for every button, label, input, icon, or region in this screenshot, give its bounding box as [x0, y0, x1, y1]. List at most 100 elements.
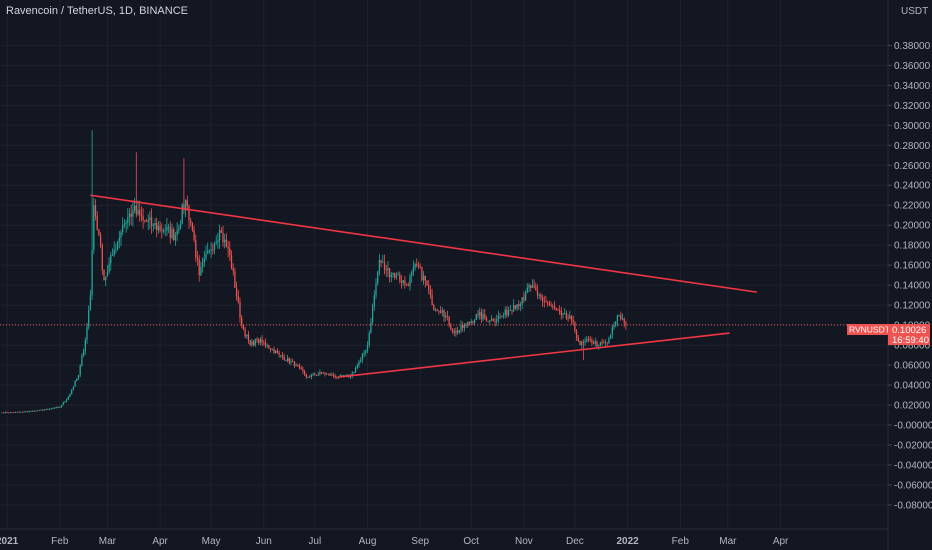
candle — [203, 250, 205, 268]
candle — [368, 330, 370, 348]
candle-body — [77, 375, 80, 379]
time-tick-label: Aug — [359, 536, 377, 547]
candle-body — [504, 309, 506, 316]
candle — [275, 349, 277, 354]
candle-body — [264, 342, 267, 346]
trendline-upper[interactable] — [90, 194, 757, 293]
candle — [144, 219, 146, 224]
price-tag: RVNUSDT 0.10026 16:59:40 — [847, 324, 930, 346]
candle — [492, 318, 494, 322]
candle-body — [395, 275, 398, 278]
candle — [249, 339, 251, 347]
candle-body — [201, 262, 204, 267]
candle-body — [82, 351, 85, 356]
candle-body — [337, 377, 340, 378]
candle-body — [462, 325, 464, 328]
candle — [40, 409, 42, 411]
candle-body — [227, 246, 229, 249]
candle — [297, 364, 299, 367]
candle-body — [76, 378, 78, 382]
candle-body — [455, 330, 457, 334]
candle-body — [234, 271, 236, 288]
candle-body — [565, 313, 568, 319]
candle — [57, 406, 59, 409]
candle — [271, 348, 273, 351]
candle-body — [516, 304, 518, 309]
candle — [237, 289, 239, 304]
price-tick-label: 0.06000 — [894, 361, 931, 372]
candle — [356, 363, 358, 370]
candle — [623, 317, 625, 328]
candle-body — [518, 304, 520, 307]
candle-body — [569, 315, 571, 319]
candle — [351, 371, 353, 379]
candle — [198, 255, 200, 282]
candle — [174, 232, 177, 246]
candle-body — [42, 409, 44, 411]
trendline-lower[interactable] — [338, 332, 730, 378]
candle — [485, 315, 488, 322]
candle-body — [523, 297, 525, 301]
candle-body — [533, 285, 535, 287]
candle — [526, 283, 528, 294]
candle-body — [450, 325, 452, 330]
candle — [365, 349, 367, 357]
candle — [383, 254, 386, 275]
candle — [419, 263, 421, 269]
candle — [230, 250, 233, 270]
candle-body — [414, 263, 416, 268]
candle-body — [314, 373, 316, 376]
candle-body — [45, 409, 47, 411]
candle-body — [252, 341, 255, 346]
candle-body — [203, 258, 205, 263]
candle-body — [380, 260, 382, 263]
candle-body — [164, 230, 166, 231]
candle-body — [528, 285, 530, 288]
candle — [441, 307, 443, 317]
candle-body — [407, 285, 409, 287]
candle-body — [98, 229, 100, 236]
candle-body — [570, 315, 573, 321]
candle-body — [336, 377, 338, 379]
candle-body — [161, 230, 163, 232]
candle-body — [545, 301, 547, 303]
candle-body — [458, 329, 460, 333]
candle — [122, 217, 124, 236]
candle — [281, 351, 284, 360]
candle — [586, 335, 588, 343]
candle-body — [229, 248, 231, 256]
candle — [463, 323, 466, 332]
candle — [521, 297, 523, 310]
time-tick-label: Nov — [515, 536, 533, 547]
candle — [467, 321, 469, 328]
candle-body — [405, 284, 408, 286]
price-tick-label: 0.14000 — [894, 281, 931, 292]
candle-body — [217, 240, 219, 243]
candle — [400, 274, 403, 289]
candle — [536, 284, 539, 300]
candle — [562, 312, 564, 319]
candle — [511, 309, 513, 315]
candle-body — [536, 290, 539, 296]
candle-body — [290, 361, 292, 363]
candle-body — [453, 331, 455, 334]
candle-body — [497, 315, 500, 320]
candle — [397, 271, 399, 276]
candle-body — [283, 357, 285, 361]
candle — [599, 341, 602, 347]
candle — [616, 314, 619, 327]
candle-body — [332, 374, 335, 377]
candle-body — [116, 241, 119, 250]
candle — [426, 280, 428, 286]
candle — [200, 261, 202, 277]
time-axis[interactable]: 2021 Feb Mar Apr May Jun Jul Aug Sep Oct Nov Dec 202… — [0, 536, 789, 547]
candle — [292, 358, 294, 363]
price-tick-label: 0.38000 — [894, 41, 931, 52]
candle-body — [341, 375, 343, 376]
candle — [101, 243, 103, 276]
candle-body — [99, 235, 102, 246]
candle-body — [244, 329, 246, 337]
candle — [76, 378, 78, 382]
candle-body — [21, 411, 24, 413]
